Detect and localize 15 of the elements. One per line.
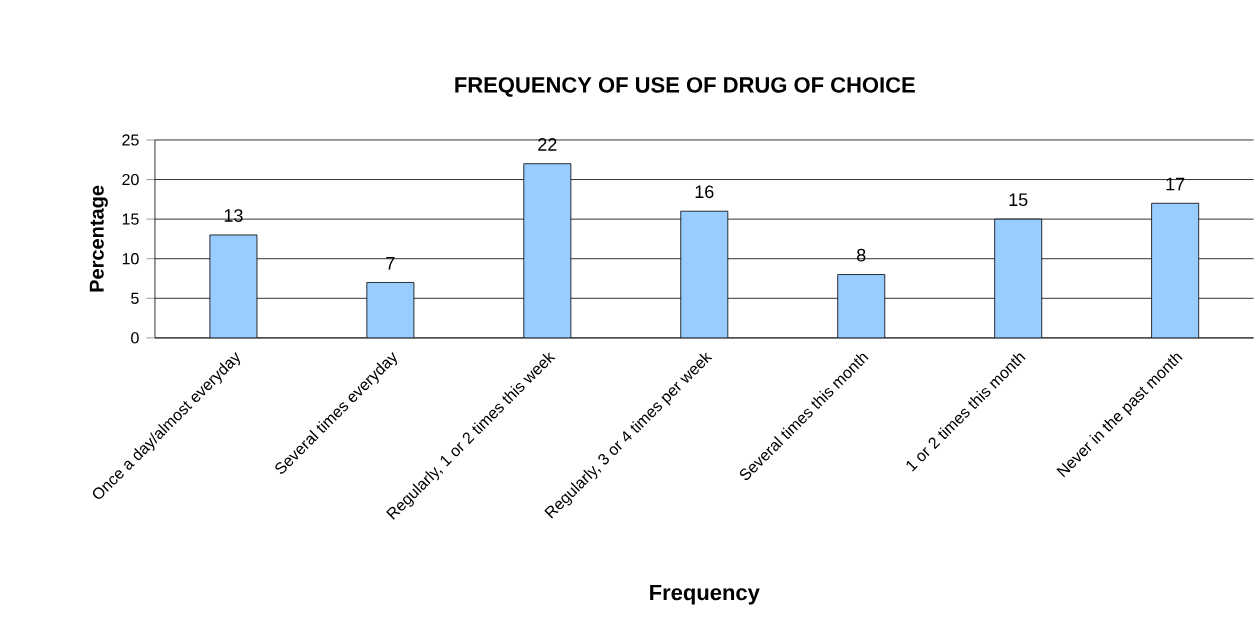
data-label: 22 [538,138,557,151]
y-tick-label: 15 [122,213,139,225]
y-tick-label: 5 [131,292,139,304]
data-label: 7 [386,257,395,270]
x-axis-title: Frequency [650,584,760,605]
data-label: 17 [1166,177,1185,191]
y-tick-label: 20 [122,173,139,186]
chart-title: FREQUENCY OF USE OF DRUG OF CHOICE [455,77,915,97]
y-axis-title: Percentage [89,185,108,292]
data-label: 16 [695,185,714,199]
y-tick-label: 25 [122,134,139,146]
data-label: 13 [224,209,243,222]
y-tick-label: 10 [122,253,139,265]
data-label: 15 [1009,193,1028,207]
y-tick-label: 0 [131,332,139,344]
